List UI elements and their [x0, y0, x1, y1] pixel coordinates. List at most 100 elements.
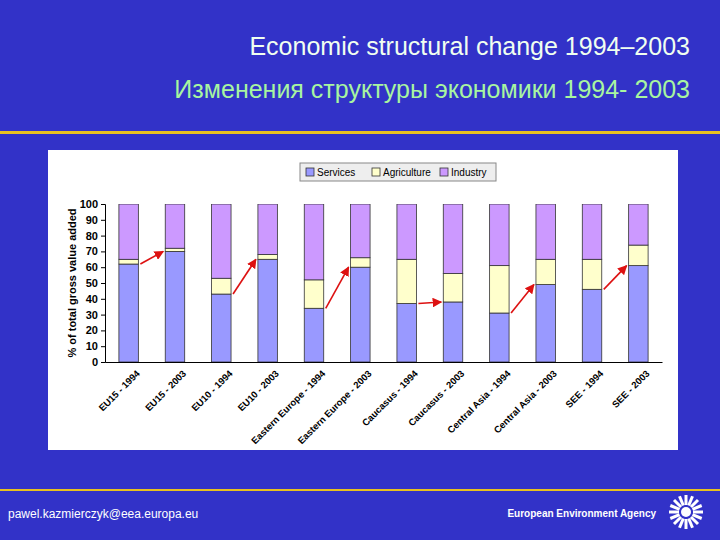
change-arrow [604, 266, 627, 290]
y-tick-label: 50 [86, 277, 98, 289]
bar-segment [351, 267, 370, 362]
series-group [119, 204, 648, 280]
bar-segment [490, 204, 509, 266]
logo [669, 495, 703, 529]
y-tick-mark [101, 362, 105, 363]
bar-segment [119, 264, 138, 362]
y-tick: 10 [86, 340, 105, 352]
y-axis-line [101, 205, 106, 363]
x-tick: EU15 - 2003 [143, 362, 188, 413]
y-tick: 50 [86, 277, 105, 289]
y-tick-mark [101, 204, 105, 205]
y-tick-mark [101, 267, 105, 268]
y-tick-label: 20 [86, 324, 98, 336]
bar-segment [490, 313, 509, 362]
legend: ServicesAgricultureIndustry [300, 163, 496, 181]
y-tick: 70 [86, 245, 105, 257]
bar-segment [258, 204, 277, 255]
y-tick: 80 [86, 230, 105, 242]
y-tick-label: 60 [86, 261, 98, 273]
legend-label: Industry [451, 167, 487, 178]
bar-segment [629, 245, 648, 266]
bar-segment [582, 204, 601, 259]
logo-ray [685, 495, 688, 505]
y-tick: 30 [86, 309, 105, 321]
bar-segment [212, 204, 231, 278]
logo-ray [689, 518, 693, 527]
title: Economic structural change 1994–2003 [249, 32, 690, 60]
y-tick-label: 40 [86, 293, 98, 305]
y-tick: 40 [86, 293, 105, 305]
bar-segment [443, 302, 462, 362]
y-tick: 0 [92, 356, 105, 368]
x-tick: EU10 - 1994 [189, 362, 235, 413]
legend-swatch [372, 168, 380, 176]
x-tick-label: EU15 - 2003 [143, 368, 188, 413]
x-tick: EU10 - 2003 [235, 362, 280, 413]
series-group [119, 245, 648, 313]
bar-segment [582, 259, 601, 289]
y-axis-title: % of total gross value added [66, 208, 78, 357]
bar-segment [443, 204, 462, 274]
bar-segment [304, 308, 323, 362]
x-axis: EU15 - 1994EU15 - 2003EU10 - 1994EU10 - … [96, 362, 662, 446]
bar-segment [212, 278, 231, 294]
x-tick-label: SEE - 1994 [563, 367, 606, 410]
y-tick-mark [101, 346, 105, 347]
bar-segment [629, 204, 648, 245]
bar-segment [536, 285, 555, 362]
bar-segment [351, 204, 370, 258]
footer-email: pawel.kazmierczyk@eea.europa.eu [8, 507, 198, 521]
bar-segment [165, 248, 184, 251]
legend-box [300, 163, 496, 181]
bar-segment [536, 259, 555, 284]
y-tick-label: 0 [92, 356, 98, 368]
bar-segment [443, 274, 462, 302]
subtitle: Изменения структуры экономики 1994- 2003 [174, 75, 690, 103]
bar-segment [397, 204, 416, 259]
title-rule [0, 131, 720, 134]
series-group [119, 251, 648, 362]
change-arrow [511, 285, 534, 313]
x-tick: EU15 - 1994 [96, 362, 142, 413]
logo-ray [693, 511, 703, 514]
legend-label: Services [317, 167, 355, 178]
plot-area [119, 204, 648, 362]
bar-segment [490, 266, 509, 313]
y-tick-label: 90 [86, 214, 98, 226]
y-tick-mark [101, 220, 105, 221]
x-axis-line [106, 362, 663, 363]
bar-segment [304, 280, 323, 308]
logo-ray [685, 519, 688, 529]
logo-ray [670, 515, 679, 519]
change-arrow [233, 259, 256, 294]
y-tick-mark [101, 315, 105, 316]
background [0, 0, 720, 540]
bar-segment [165, 204, 184, 248]
slide: Economic structural change 1994–2003 Изме… [0, 0, 720, 540]
bar-segment [258, 255, 277, 260]
x-tick-label: EU10 - 2003 [235, 368, 280, 413]
change-arrow [140, 251, 163, 264]
x-tick-label: Eastern Europe - 1994 [249, 367, 328, 446]
chart-panel [48, 150, 678, 450]
x-tick-label: EU10 - 1994 [189, 367, 235, 413]
y-tick-label: 30 [86, 309, 98, 321]
x-tick-label: SEE - 2003 [610, 368, 652, 410]
bar-segment [212, 294, 231, 362]
logo-ray [669, 511, 679, 514]
bar-segment [536, 204, 555, 259]
footer-rule [0, 489, 720, 491]
y-tick-mark [101, 330, 105, 331]
y-tick: 60 [86, 261, 105, 273]
x-tick: Central Asia - 2003 [491, 362, 559, 435]
change-arrow [326, 267, 349, 308]
logo-ray [679, 496, 683, 505]
bar-segment [304, 204, 323, 280]
y-tick-mark [101, 283, 105, 284]
x-tick-label: Central Asia - 2003 [491, 368, 559, 436]
bar-segment [351, 258, 370, 267]
legend-swatch [306, 168, 314, 176]
y-tick-label: 100 [80, 198, 98, 210]
y-tick-label: 80 [86, 230, 98, 242]
